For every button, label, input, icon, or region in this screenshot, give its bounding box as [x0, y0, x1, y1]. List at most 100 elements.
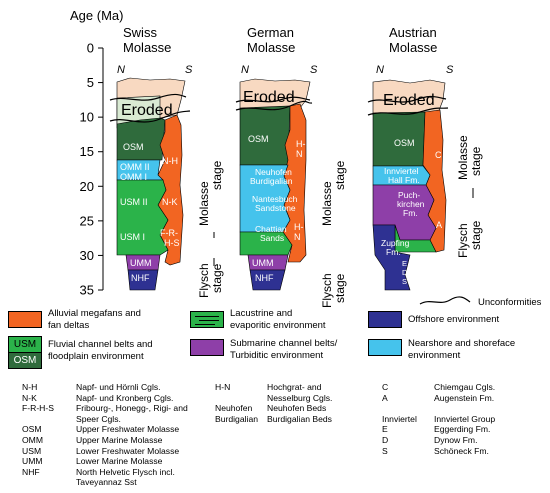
abbreviation-value: Neuhofen Beds [267, 403, 327, 414]
german-flysch-stage-2: stage [333, 273, 347, 303]
austrian-eroded-label: Eroded [383, 92, 435, 109]
abbreviation-key: USM [22, 445, 42, 456]
legend-fluvial-1: Fluvial channel belts and [48, 339, 153, 350]
austrian-puch-label-3: Fm. [403, 208, 418, 218]
german-chattian-label: Chattian [255, 224, 287, 234]
german-title-2: Molasse [247, 40, 295, 55]
legend-swatch-alluvial [8, 311, 42, 328]
legend-swatch-nearshore [368, 339, 402, 356]
german-nantesbuch-label: Nantesbuch [252, 194, 298, 204]
german-sandstone-label: Sandstone [255, 203, 296, 213]
abbreviation-key: H-N [215, 382, 231, 392]
abbreviation-key: D [382, 434, 389, 445]
abbreviation-key: F-R-H-S [22, 403, 54, 414]
swiss-usm [116, 179, 169, 256]
unconformity-symbol [419, 296, 471, 305]
abbreviation-key: Burdigalian [215, 413, 258, 424]
austrian-title-2: Molasse [389, 40, 437, 55]
austrian-s: S [446, 64, 454, 76]
austrian-hall-label: Hall Fm. [388, 175, 420, 185]
swiss-nhf-label: NHF [131, 273, 150, 283]
abbreviation-key: Neuhofen [215, 403, 253, 414]
german-osm-label: OSM [248, 134, 269, 144]
german-title-1: German [247, 25, 294, 40]
swiss-omm1-label: OMM I [120, 172, 147, 182]
axis-tick-label: 30 [80, 248, 94, 263]
austrian-molasse-stage-1: Molasse [456, 135, 470, 180]
swiss-molasse-stage-2: stage [210, 160, 224, 190]
german-nhf [249, 269, 286, 291]
austrian-molasse-stage-2: stage [469, 146, 483, 176]
abbreviation-value: Napf- und Kronberg Cgls. [76, 392, 174, 403]
unit-labels: Eroded OSM OMM II OMM I USM II USM I UMM… [120, 89, 442, 286]
abbreviation-value: Lower Freshwater Molasse [76, 445, 180, 456]
austrian-zupfing-label-1: Zupfing [381, 238, 410, 248]
age-axis: 0 5 10 15 20 25 30 35 [80, 41, 104, 298]
austrian-column [372, 79, 447, 291]
legend-fluvial-2: floodplain environment [48, 351, 144, 362]
austrian-innviertel [372, 165, 431, 186]
austrian-title-1: Austrian [389, 25, 437, 40]
legend-lacustrine-1: Lacustrine and [230, 308, 293, 319]
swiss-osm [116, 117, 166, 161]
abbreviation-key: NHF [22, 466, 40, 477]
swiss-n: N [117, 64, 125, 76]
swiss-eroded-label: Eroded [121, 102, 173, 119]
austrian-puch-label-1: Puch- [398, 190, 420, 200]
axis-title: Age (Ma) [70, 8, 123, 23]
legend-submarine-2: Turbiditic environment [230, 350, 324, 361]
swiss-nhf [127, 269, 159, 291]
german-neuhofen-label: Neuhofen [255, 167, 292, 177]
abbreviation-value: Lower Marine Molasse [76, 456, 163, 467]
german-flysch-stage-1: Flysch [320, 273, 334, 308]
austrian-osm-label: OSM [394, 138, 415, 148]
abbreviation-value: Eggerding Fm. [434, 424, 491, 435]
abbreviation-value: Schöneck Fm. [434, 445, 489, 456]
legend-swatch-usm: USM [8, 336, 42, 353]
abbreviation-key: N-H [22, 382, 38, 392]
swiss-title-1: Swiss [123, 25, 157, 40]
german-burdigalian-label: Burdigalian [250, 176, 293, 186]
abbreviation-key: N-K [22, 392, 37, 403]
abbreviation-value: Innviertel Group [434, 413, 496, 424]
abbreviation-key: E [382, 424, 388, 435]
legend-nearshore-2: environment [408, 350, 461, 361]
swiss-omm [116, 159, 164, 181]
unconformity-label: Unconformities [478, 297, 542, 308]
axis-tick-label: 15 [80, 144, 94, 159]
swiss-usm1-label: USM I [120, 232, 145, 242]
abbreviation-value: Speer Cgls. [76, 413, 121, 424]
legend-swatch-osm: OSM [8, 352, 42, 369]
austrian-e-label: E [402, 259, 407, 268]
austrian-puch-label-2: kirchen [397, 199, 425, 209]
axis-tick-label: 25 [80, 213, 94, 228]
swiss-flysch-stage-1: Flysch [197, 263, 211, 298]
abbreviation-key: UMM [22, 456, 43, 467]
axis-tick-label: 5 [87, 75, 94, 90]
german-umm-label: UMM [252, 258, 274, 268]
german-hn-label-2: N [296, 149, 303, 159]
austrian-c-label: C [435, 150, 442, 160]
abbreviation-value: Dynow Fm. [434, 434, 478, 445]
swiss-flysch-stage-2: stage [210, 263, 224, 293]
abbreviation-key: OMM [22, 434, 44, 445]
swiss-omm2-label: OMM II [120, 162, 150, 172]
austrian-zupfing-label-2: Fm. [386, 247, 401, 257]
austrian-n: N [376, 64, 384, 76]
axis-tick-label: 20 [80, 179, 94, 194]
swiss-frhs-label-2: H-S [164, 238, 180, 248]
abbreviation-value: Hochgrat- and [267, 382, 322, 392]
abbreviation-key: A [382, 392, 388, 403]
german-hn-label-1: H- [296, 139, 306, 149]
swiss-nk-label: N-K [162, 197, 178, 207]
abbreviation-value: Upper Freshwater Molasse [76, 424, 180, 435]
german-molasse-stage-2: stage [333, 160, 347, 190]
german-sands-label: Sands [260, 233, 284, 243]
german-nhf-label: NHF [255, 273, 274, 283]
abbreviation-value: Chiemgau Cgls. [434, 382, 496, 392]
austrian-innviertel-label: Innviertel [384, 166, 419, 176]
swiss-molasse-stage-1: Molasse [197, 181, 211, 226]
swiss-nh-label: N-H [162, 156, 178, 166]
abbreviation-key: S [382, 445, 388, 456]
